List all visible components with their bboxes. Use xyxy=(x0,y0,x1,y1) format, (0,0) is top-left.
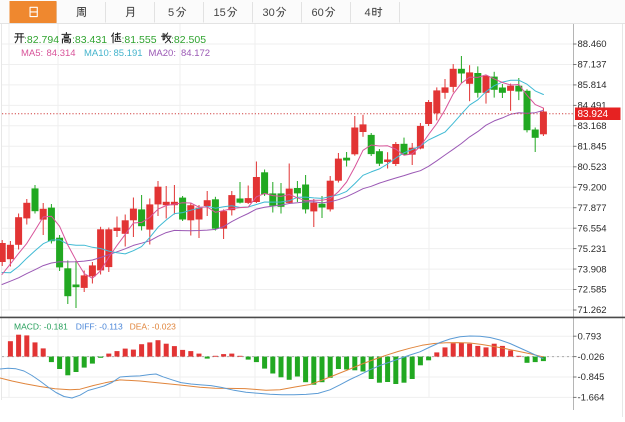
svg-text:-0.026: -0.026 xyxy=(578,352,605,363)
svg-text:60: 60 xyxy=(312,7,324,19)
svg-text:80.523: 80.523 xyxy=(578,162,607,173)
svg-text::82.505: :82.505 xyxy=(171,34,206,46)
svg-text:0.793: 0.793 xyxy=(578,331,602,342)
svg-text:81.845: 81.845 xyxy=(578,142,607,153)
svg-text:79.200: 79.200 xyxy=(578,182,607,193)
svg-text:87.137: 87.137 xyxy=(578,60,607,71)
svg-text::82.794: :82.794 xyxy=(24,34,59,46)
svg-text::81.555: :81.555 xyxy=(122,34,157,46)
svg-text:DIFF: -0.113: DIFF: -0.113 xyxy=(76,322,123,332)
svg-text:-0.845: -0.845 xyxy=(578,372,605,383)
svg-text:77.877: 77.877 xyxy=(578,203,607,214)
svg-text:5: 5 xyxy=(168,7,174,19)
svg-text:88.460: 88.460 xyxy=(578,39,607,50)
svg-text:76.554: 76.554 xyxy=(578,223,607,234)
svg-text:DEA: -0.023: DEA: -0.023 xyxy=(130,322,177,332)
svg-text:30: 30 xyxy=(263,7,275,19)
svg-text:84.172: 84.172 xyxy=(181,48,210,59)
svg-text:MA5:: MA5: xyxy=(21,48,43,59)
svg-text:73.908: 73.908 xyxy=(578,264,607,275)
svg-text:MACD: -0.181: MACD: -0.181 xyxy=(14,322,68,332)
svg-text:15: 15 xyxy=(214,7,226,19)
svg-text:MA10:: MA10: xyxy=(84,48,111,59)
svg-text:84.314: 84.314 xyxy=(47,48,76,59)
svg-text:75.231: 75.231 xyxy=(578,244,607,255)
svg-text:71.262: 71.262 xyxy=(578,305,607,316)
svg-text:84.491: 84.491 xyxy=(578,101,607,112)
svg-text:72.585: 72.585 xyxy=(578,285,607,296)
svg-text:MA20:: MA20: xyxy=(149,48,176,59)
svg-text:83.168: 83.168 xyxy=(578,121,607,132)
svg-text:4: 4 xyxy=(365,7,371,19)
svg-text:85.814: 85.814 xyxy=(578,80,607,91)
svg-text:-1.664: -1.664 xyxy=(578,393,605,404)
svg-text::83.431: :83.431 xyxy=(72,34,107,46)
svg-text:83.924: 83.924 xyxy=(578,109,609,120)
svg-text:85.191: 85.191 xyxy=(114,48,143,59)
